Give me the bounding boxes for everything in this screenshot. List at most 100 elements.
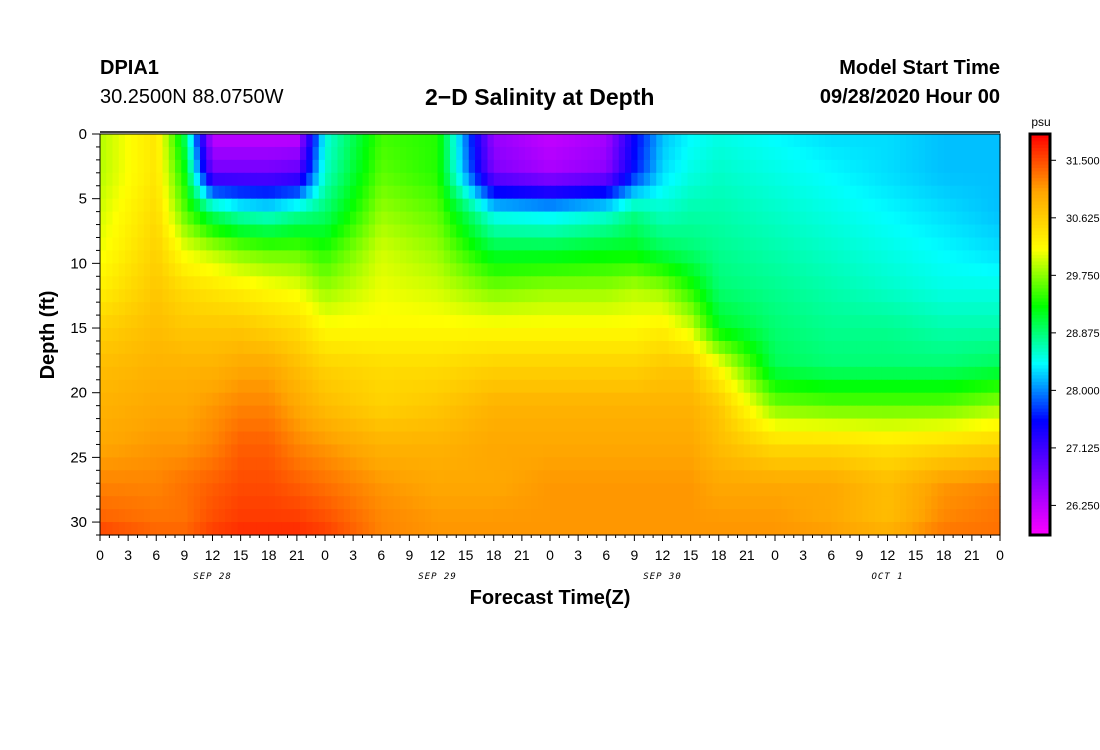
heat-cell (306, 263, 314, 277)
heat-cell (837, 418, 845, 433)
heat-cell (750, 159, 757, 174)
heat-cell (818, 224, 826, 239)
heat-cell (343, 405, 351, 420)
heat-cell (543, 224, 551, 239)
heat-cell (687, 134, 695, 148)
heat-cell (587, 159, 595, 174)
heat-cell (868, 302, 876, 316)
heat-cell (337, 134, 345, 148)
heat-cell (312, 366, 320, 381)
heat-cell (493, 431, 501, 446)
heat-cell (831, 146, 839, 161)
heat-cell (856, 470, 864, 484)
heat-cell (925, 159, 932, 174)
heat-cell (943, 366, 951, 381)
heat-cell (206, 522, 214, 536)
heat-cell (231, 418, 239, 433)
heat-cell (568, 263, 576, 277)
heat-cell (143, 496, 151, 510)
heat-cell (262, 496, 270, 510)
heat-cell (681, 431, 689, 446)
heat-cell (818, 457, 826, 471)
heat-cell (400, 146, 407, 161)
heat-cell (893, 250, 901, 264)
heat-cell (962, 211, 970, 226)
heat-cell (487, 250, 495, 264)
heat-cell (543, 289, 551, 303)
heat-cell (756, 418, 764, 433)
heat-cell (456, 315, 464, 329)
heat-cell (581, 431, 589, 446)
heat-cell (218, 509, 226, 523)
heat-cell (868, 392, 876, 407)
heat-cell (331, 302, 339, 316)
heat-cell (656, 172, 664, 187)
heat-cell (231, 522, 239, 536)
heat-cell (631, 379, 639, 394)
heat-cell (231, 315, 239, 329)
heat-cell (581, 470, 589, 484)
heat-cell (750, 366, 757, 381)
heat-cell (731, 302, 739, 316)
heat-cell (675, 185, 682, 200)
heat-cell (462, 522, 470, 536)
heat-cell (531, 340, 539, 355)
heat-cell (118, 185, 126, 200)
heat-cell (643, 457, 651, 471)
heat-cell (437, 379, 445, 394)
heat-cell (443, 496, 451, 510)
heat-cell (918, 134, 926, 148)
heat-cell (993, 418, 1001, 433)
heat-cell (606, 353, 614, 368)
heat-cell (581, 315, 589, 329)
heat-cell (468, 353, 476, 368)
heat-cell (131, 340, 139, 355)
heat-cell (737, 289, 745, 303)
heat-cell (375, 172, 382, 187)
heat-cell (250, 250, 257, 264)
heat-cell (668, 483, 676, 497)
heat-cell (937, 392, 945, 407)
heat-cell (500, 263, 507, 277)
heat-cell (481, 263, 489, 277)
heat-cell (331, 134, 339, 148)
heat-cell (481, 237, 489, 252)
heat-cell (268, 340, 276, 355)
heat-cell (756, 146, 764, 161)
heat-cell (418, 211, 426, 226)
heat-cell (168, 522, 176, 536)
heat-cell (356, 263, 364, 277)
heat-cell (862, 263, 870, 277)
heat-cell (600, 353, 607, 368)
heat-cell (206, 250, 214, 264)
heat-cell (393, 328, 401, 342)
heat-cell (181, 146, 189, 161)
heat-cell (156, 224, 164, 239)
heat-cell (287, 483, 295, 497)
heat-cell (918, 522, 926, 536)
heat-cell (318, 315, 326, 329)
heat-cell (543, 237, 551, 252)
heat-cell (362, 379, 370, 394)
heat-cell (312, 172, 320, 187)
heat-cell (837, 302, 845, 316)
heat-cell (981, 263, 989, 277)
heat-cell (225, 276, 232, 290)
heat-cell (700, 289, 707, 303)
heat-cell (200, 224, 207, 239)
heat-cell (837, 444, 845, 458)
heat-cell (243, 405, 251, 420)
heat-cell (475, 522, 482, 536)
heat-cell (175, 379, 182, 394)
heat-cell (612, 522, 620, 536)
heat-cell (237, 509, 245, 523)
heat-cell (956, 379, 964, 394)
heat-cell (162, 457, 170, 471)
heat-cell (525, 134, 532, 148)
heat-cell (868, 366, 876, 381)
heat-cell (587, 470, 595, 484)
heat-cell (693, 263, 701, 277)
heat-cell (118, 134, 126, 148)
heat-cell (225, 496, 232, 510)
heat-cell (975, 366, 982, 381)
